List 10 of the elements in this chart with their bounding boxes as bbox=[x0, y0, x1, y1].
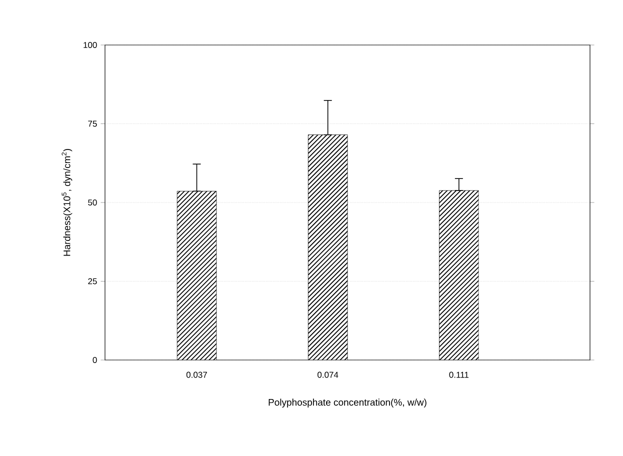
y-tick-label: 100 bbox=[84, 42, 97, 48]
y-tick-label: 0 bbox=[92, 357, 97, 364]
y-tick-label: 50 bbox=[88, 200, 97, 206]
x-tick-label: 0.074 bbox=[318, 372, 338, 378]
x-tick-label: 0.037 bbox=[186, 372, 207, 378]
x-axis-title: Polyphosphate concentration(%, w/w) bbox=[268, 398, 426, 408]
y-tick-label: 75 bbox=[88, 120, 97, 127]
y-axis-title: Hardness(X10$^{5}$, dyn/cm$^{2}$) bbox=[62, 149, 72, 256]
x-tick-label: 0.111 bbox=[449, 372, 469, 378]
y-tick-label: 25 bbox=[88, 278, 97, 284]
